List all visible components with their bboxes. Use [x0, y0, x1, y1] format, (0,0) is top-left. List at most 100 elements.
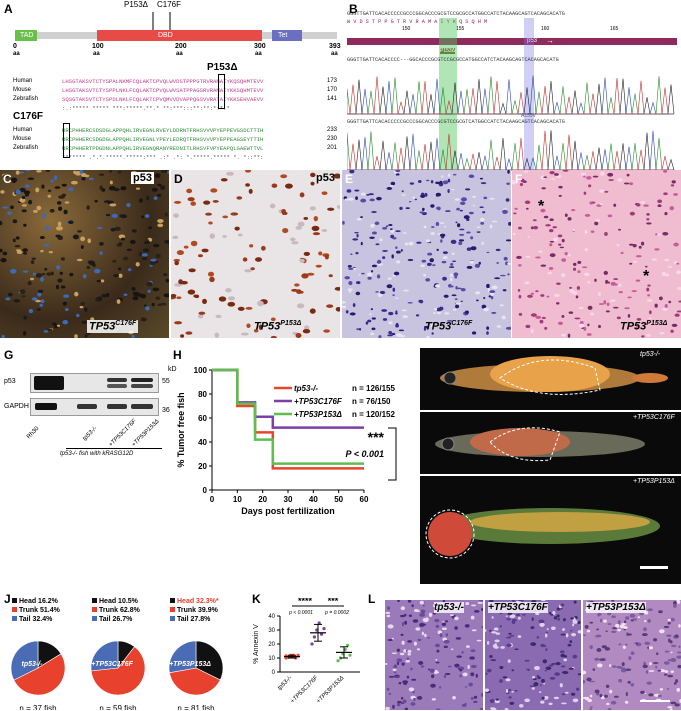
cell-nucleus [401, 622, 405, 627]
band [131, 384, 153, 388]
cell-nucleus [84, 334, 88, 338]
cell-nucleus [468, 682, 473, 687]
cell-nucleus [402, 232, 407, 234]
cell-nucleus [450, 262, 454, 266]
cell-nucleus [22, 270, 29, 273]
cell-nucleus [545, 631, 549, 634]
cell-nucleus [512, 600, 515, 603]
cell-nucleus [536, 636, 540, 639]
cell-nucleus [80, 245, 84, 249]
cell-nucleus [558, 185, 563, 189]
cell-nucleus [511, 669, 515, 672]
cell-nucleus [567, 217, 572, 221]
cell-nucleus [123, 293, 128, 297]
cell-nucleus [480, 692, 483, 697]
cell-nucleus [433, 312, 436, 315]
data-point [348, 653, 352, 657]
cell-nucleus [512, 181, 517, 185]
cell-nucleus [454, 626, 458, 630]
cell-nucleus [407, 649, 412, 653]
cell-nucleus [21, 195, 26, 200]
cell-nucleus [667, 621, 671, 625]
cell-nucleus [436, 311, 442, 315]
cell-nucleus [449, 278, 453, 282]
cell-nucleus [670, 617, 675, 622]
cell-nucleus [406, 675, 410, 679]
chromatogram-seq-mid: GGGTTGATTCACACCCC---GGCACCCGCGTCCGCGCCAT… [347, 57, 559, 63]
cell-nucleus [50, 271, 54, 276]
cell-nucleus [64, 201, 70, 204]
cell-nucleus [2, 251, 8, 256]
cell-nucleus [424, 192, 428, 197]
cell-nucleus [395, 246, 398, 249]
cell-nucleus [667, 706, 673, 709]
cell-nucleus [356, 281, 361, 285]
cell-nucleus [670, 670, 675, 673]
cell-nucleus [456, 655, 462, 658]
cell-nucleus [670, 658, 677, 662]
cell-nucleus [14, 245, 21, 248]
cell-nucleus [25, 170, 31, 172]
cell-nucleus [123, 256, 129, 261]
cell-nucleus [328, 274, 333, 278]
unit-aa-200: aa [176, 51, 183, 57]
y-tick-label: 80 [198, 390, 207, 399]
cell-nucleus [649, 310, 652, 315]
cell-nucleus [415, 314, 420, 317]
cell-nucleus [470, 672, 475, 677]
cell-nucleus [309, 308, 316, 314]
cell-nucleus [486, 331, 489, 335]
legend-n: n = 120/152 [352, 410, 395, 419]
cell-nucleus [294, 283, 300, 287]
cell-nucleus [388, 675, 395, 678]
cell-nucleus [439, 306, 444, 311]
cell-nucleus [37, 291, 42, 297]
cell-nucleus [74, 334, 78, 338]
cell-nucleus [96, 296, 103, 301]
cell-nucleus [664, 670, 669, 673]
cell-nucleus [401, 662, 405, 666]
cell-nucleus [1, 206, 9, 209]
cell-nucleus [646, 222, 652, 225]
cell-nucleus [37, 289, 44, 293]
cell-nucleus [574, 317, 581, 320]
cell-nucleus [539, 319, 544, 324]
cell-nucleus [559, 683, 563, 688]
cell-nucleus [386, 687, 390, 691]
cell-nucleus [514, 689, 518, 692]
cell-nucleus [127, 268, 132, 272]
cell-nucleus [636, 325, 640, 330]
cell-nucleus [114, 226, 121, 231]
cell-nucleus [430, 683, 436, 688]
cell-nucleus [642, 664, 648, 669]
cell-nucleus [546, 628, 549, 631]
cell-nucleus [70, 180, 78, 185]
x-category-label: +TP53P153Δ [316, 675, 346, 705]
cell-nucleus [21, 204, 27, 207]
cell-nucleus [677, 664, 681, 669]
cell-nucleus [618, 283, 622, 287]
cell-nucleus [112, 259, 117, 263]
cell-nucleus [425, 278, 431, 282]
cell-nucleus [2, 174, 10, 178]
y-tick-label: 0 [203, 486, 208, 495]
cell-nucleus [245, 306, 253, 310]
cell-nucleus [674, 703, 680, 707]
cell-nucleus [489, 224, 493, 229]
cell-nucleus [470, 615, 475, 620]
cell-nucleus [355, 252, 359, 255]
cell-nucleus [408, 241, 414, 246]
cell-nucleus [663, 625, 670, 629]
cell-nucleus [402, 699, 407, 703]
x-tick-label: 30 [284, 495, 293, 504]
cell-nucleus [352, 267, 357, 270]
cell-nucleus [98, 173, 105, 176]
cell-nucleus [532, 675, 536, 679]
cell-nucleus [614, 695, 619, 698]
cell-nucleus [571, 633, 577, 637]
cell-nucleus [360, 198, 367, 203]
cell-nucleus [676, 287, 681, 290]
cell-nucleus [485, 688, 490, 692]
slice-label: Head 32.3%* [177, 598, 219, 605]
chromatogram-traces [347, 75, 675, 171]
